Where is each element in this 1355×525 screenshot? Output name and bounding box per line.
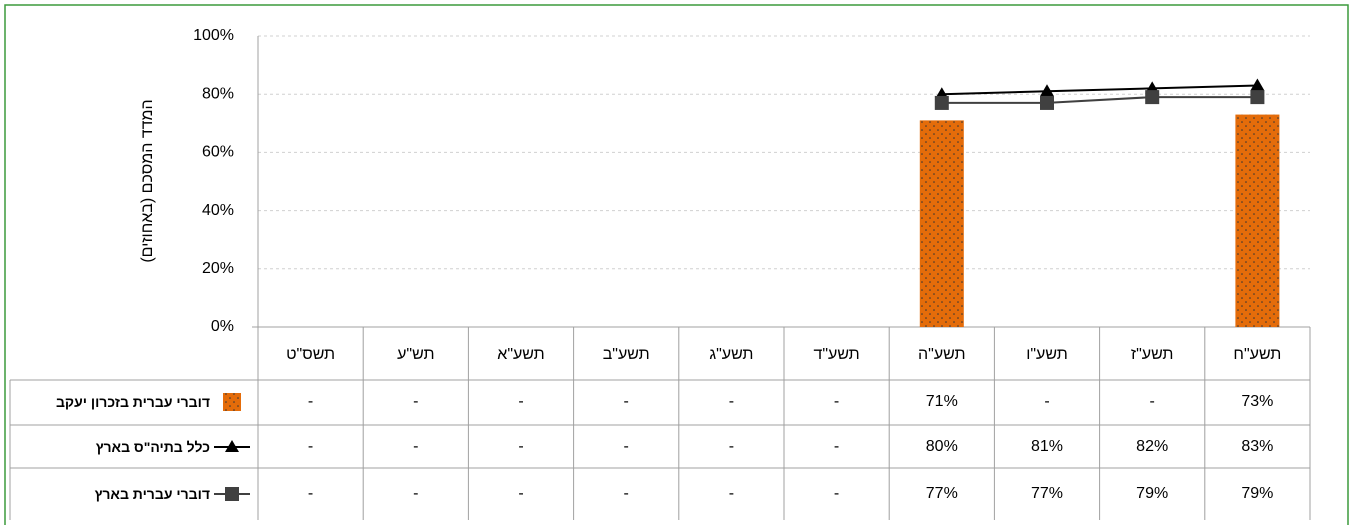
marker <box>1250 90 1265 105</box>
table-cell: 82% <box>1136 438 1168 455</box>
table-cell: 79% <box>1241 485 1273 502</box>
legend-text: דוברי עברית בזכרון יעקב <box>55 393 210 410</box>
bar-pattern <box>919 120 964 327</box>
x-tick-label: תשע"ח <box>1233 346 1281 363</box>
table-cell: 80% <box>926 438 958 455</box>
table-cell: - <box>308 438 313 455</box>
x-tick-label: תשע"א <box>497 346 544 363</box>
table-cell: - <box>518 393 523 410</box>
table-cell: - <box>413 438 418 455</box>
table-cell: - <box>1150 393 1155 410</box>
x-tick-label: תשע"ד <box>813 346 859 363</box>
table-cell: - <box>518 438 523 455</box>
table-cell: 77% <box>1031 485 1063 502</box>
table-cell: - <box>1044 393 1049 410</box>
line <box>941 96 1258 104</box>
table-cell: - <box>729 393 734 410</box>
y-tick-label: 80% <box>202 85 234 102</box>
legend-label: דוברי עברית בארץ <box>94 485 210 502</box>
y-tick-label: 60% <box>202 144 234 161</box>
table-cell: - <box>624 485 629 502</box>
legend-text: כלל בתיה"ס בארץ <box>95 438 210 455</box>
table-cell: - <box>834 393 839 410</box>
legend-swatch-pattern <box>223 393 241 411</box>
y-axis-title: המדד המסכם (באחוזים) <box>139 99 156 262</box>
y-tick-label: 100% <box>193 27 234 44</box>
table-cell: 73% <box>1241 393 1273 410</box>
table-cell: - <box>729 438 734 455</box>
frame <box>4 4 1349 525</box>
marker <box>1145 90 1160 105</box>
x-tick-label: תשע"ו <box>1026 346 1068 363</box>
legend-label: כלל בתיה"ס בארץ <box>95 438 210 455</box>
table-cell: - <box>518 485 523 502</box>
table-cell: - <box>624 438 629 455</box>
table-cell: - <box>413 393 418 410</box>
table-cell: 81% <box>1031 438 1063 455</box>
legend-text: דוברי עברית בארץ <box>94 485 210 502</box>
legend-label: דוברי עברית בזכרון יעקב <box>55 393 210 410</box>
table-cell: 71% <box>926 393 958 410</box>
marker <box>225 487 239 501</box>
table-cell: - <box>413 485 418 502</box>
x-tick-label: תש"ע <box>397 346 434 363</box>
table-cell: 77% <box>926 485 958 502</box>
y-tick-label: 40% <box>202 202 234 219</box>
table-cell: - <box>729 485 734 502</box>
marker <box>934 95 949 110</box>
table-cell: - <box>624 393 629 410</box>
table-cell: 79% <box>1136 485 1168 502</box>
table-cell: - <box>834 438 839 455</box>
table-cell: - <box>308 393 313 410</box>
marker <box>1040 95 1054 110</box>
table-cell: - <box>834 485 839 502</box>
x-tick-label: תשע"ג <box>709 346 753 363</box>
y-tick-label: 0% <box>211 318 234 335</box>
x-tick-label: תשס"ט <box>286 346 335 363</box>
marker <box>225 440 239 452</box>
line <box>941 84 1258 96</box>
x-tick-label: תשע"ז <box>1131 346 1174 363</box>
table-cell: - <box>308 485 313 502</box>
bar-pattern <box>1235 114 1280 327</box>
table-cell: 83% <box>1241 438 1273 455</box>
x-tick-label: תשע"ה <box>918 346 966 363</box>
marker <box>1250 78 1265 91</box>
x-tick-label: תשע"ב <box>603 346 650 363</box>
y-tick-label: 20% <box>202 260 234 277</box>
marker <box>1040 84 1054 97</box>
